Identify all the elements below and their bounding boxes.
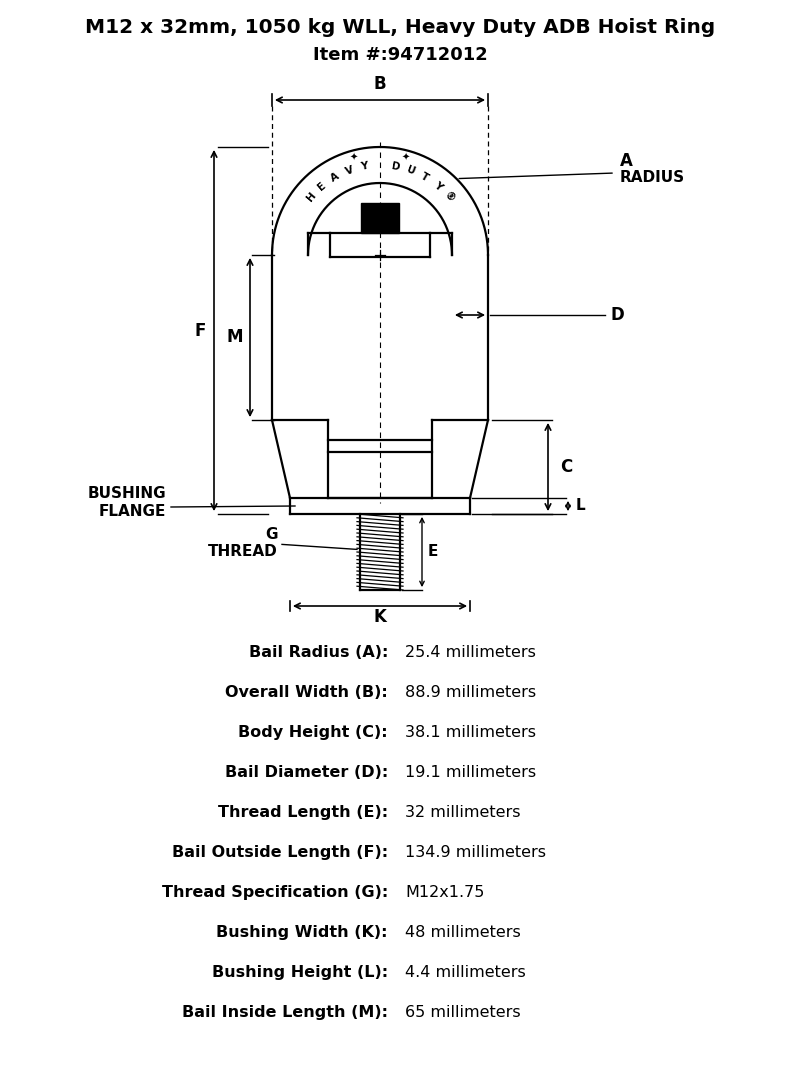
Text: M12 x 32mm, 1050 kg WLL, Heavy Duty ADB Hoist Ring: M12 x 32mm, 1050 kg WLL, Heavy Duty ADB …: [85, 18, 715, 37]
Text: Bail Outside Length (F):: Bail Outside Length (F):: [172, 845, 388, 860]
Text: Body Height (C):: Body Height (C):: [238, 725, 388, 740]
Text: ✦: ✦: [350, 153, 358, 162]
Text: Y: Y: [360, 161, 369, 172]
Text: D: D: [390, 161, 401, 172]
Text: 19.1 millimeters: 19.1 millimeters: [405, 765, 536, 780]
Text: 38.1 millimeters: 38.1 millimeters: [405, 725, 536, 740]
Text: Thread Length (E):: Thread Length (E):: [218, 805, 388, 820]
Text: 25.4 millimeters: 25.4 millimeters: [405, 645, 536, 660]
Text: 65 millimeters: 65 millimeters: [405, 1005, 521, 1020]
Text: E: E: [316, 180, 328, 193]
Text: Bushing Height (L):: Bushing Height (L):: [212, 965, 388, 980]
Text: RADIUS: RADIUS: [620, 170, 685, 185]
Text: Bail Radius (A):: Bail Radius (A):: [249, 645, 388, 660]
Text: Y: Y: [432, 180, 444, 193]
Text: D: D: [610, 306, 624, 324]
Text: Overall Width (B):: Overall Width (B):: [226, 685, 388, 700]
Text: G: G: [266, 527, 278, 542]
Text: Bushing Width (K):: Bushing Width (K):: [217, 925, 388, 940]
Text: H: H: [305, 190, 318, 203]
Text: 134.9 millimeters: 134.9 millimeters: [405, 845, 546, 860]
Text: L: L: [576, 499, 586, 514]
Text: Bail Diameter (D):: Bail Diameter (D):: [225, 765, 388, 780]
Text: E: E: [428, 544, 438, 559]
Text: U: U: [405, 164, 417, 176]
Text: 88.9 millimeters: 88.9 millimeters: [405, 685, 536, 700]
Text: T: T: [419, 171, 430, 183]
Text: M: M: [226, 329, 243, 346]
Text: ®: ®: [442, 190, 456, 204]
Text: 4.4 millimeters: 4.4 millimeters: [405, 965, 526, 980]
Text: K: K: [374, 608, 386, 626]
Text: Item #:94712012: Item #:94712012: [313, 47, 487, 64]
Text: A: A: [329, 171, 341, 183]
Text: FLANGE: FLANGE: [98, 503, 166, 518]
Text: B: B: [374, 75, 386, 93]
Text: BUSHING: BUSHING: [87, 487, 166, 501]
Text: M12x1.75: M12x1.75: [405, 885, 484, 900]
Text: 48 millimeters: 48 millimeters: [405, 925, 521, 940]
Text: F: F: [194, 321, 206, 340]
Text: C: C: [560, 458, 572, 476]
Bar: [361, 203, 399, 233]
Text: V: V: [344, 164, 354, 176]
Text: THREAD: THREAD: [208, 544, 278, 559]
Text: Bail Inside Length (M):: Bail Inside Length (M):: [182, 1005, 388, 1020]
Text: A: A: [620, 151, 633, 170]
Text: ✦: ✦: [402, 153, 410, 162]
Text: Thread Specification (G):: Thread Specification (G):: [162, 885, 388, 900]
Text: 32 millimeters: 32 millimeters: [405, 805, 521, 820]
